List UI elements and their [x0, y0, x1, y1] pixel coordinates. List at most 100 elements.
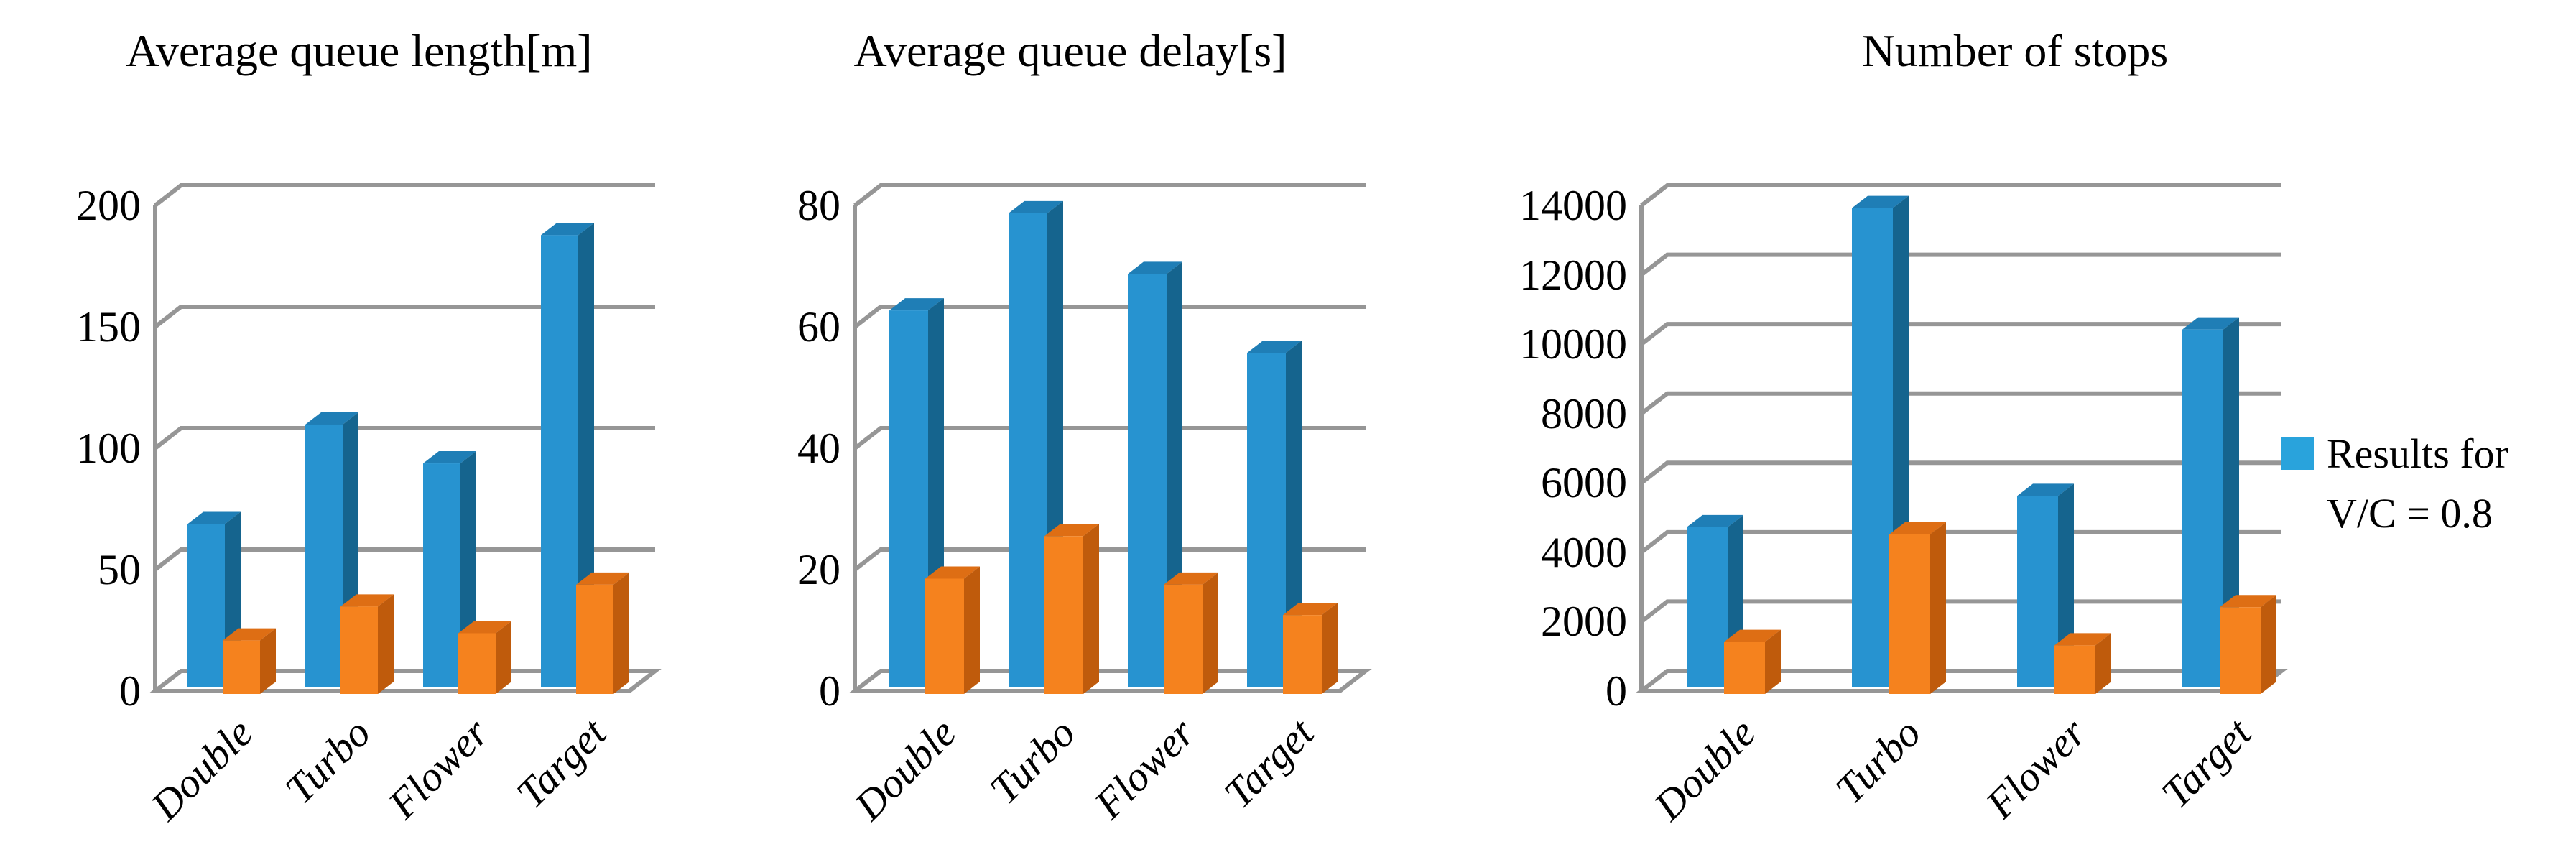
- number-of-stops-bar-series2-target-side-face: [2261, 595, 2276, 694]
- average-queue-delay-gridline-40: [853, 426, 1366, 450]
- number-of-stops-gridline-4000: [1640, 529, 2281, 555]
- average-queue-length-gridline-50: [154, 547, 655, 572]
- average-queue-delay-bar-series2-target-front-face: [1283, 615, 1322, 694]
- number-of-stops-bar-series2-double-front-face: [1724, 642, 1765, 694]
- average-queue-length-bar-series2-target-side-face: [613, 572, 629, 694]
- average-queue-delay-ytick-60: 60: [797, 303, 840, 351]
- average-queue-delay-bar-series2-double-side-face: [964, 566, 980, 694]
- average-queue-length-ytick-100: 100: [76, 425, 141, 472]
- number-of-stops-bar-series2-turbo-front-face: [1889, 534, 1930, 694]
- average-queue-delay-bar-series1-target-top-face: [1247, 341, 1302, 353]
- average-queue-delay-bar-series1-flower-front-face: [1128, 274, 1167, 687]
- average-queue-length-ytick-200: 200: [76, 182, 141, 229]
- average-queue-delay-ytick-40: 40: [797, 425, 840, 472]
- average-queue-delay-bar-series2-flower-front-face: [1164, 584, 1203, 694]
- number-of-stops-bar-series2-turbo-side-face: [1930, 522, 1946, 694]
- average-queue-length-bar-series2-double-top-face: [223, 628, 276, 641]
- average-queue-delay-bar-series2-turbo-side-face: [1083, 524, 1099, 694]
- average-queue-length-bar-series2-double-side-face: [260, 628, 276, 694]
- average-queue-delay-bar-series1-double-top-face: [889, 298, 944, 311]
- number-of-stops-xlabel-double: Double: [1644, 709, 1765, 829]
- average-queue-length-gridline-200: [154, 183, 655, 208]
- legend-label-line2: V/C = 0.8: [2327, 490, 2493, 537]
- average-queue-length-bar-series2-flower-top-face: [458, 621, 511, 634]
- number-of-stops-bar-series2-target-front-face: [2220, 607, 2261, 694]
- average-queue-delay-bar-series1-target-side-face: [1286, 341, 1302, 687]
- number-of-stops-bar-series2-double-side-face: [1765, 629, 1781, 694]
- number-of-stops-floor: [1635, 669, 2288, 693]
- average-queue-delay-title: Average queue delay[s]: [853, 25, 1287, 76]
- number-of-stops-bar-series2-flower-front-face: [2054, 645, 2095, 694]
- number-of-stops-ytick-8000: 8000: [1541, 389, 1627, 437]
- number-of-stops-bar-series1-target-side-face: [2223, 317, 2239, 687]
- average-queue-delay-bar-series1-turbo-front-face: [1009, 213, 1047, 687]
- number-of-stops-gridline-12000: [1640, 252, 2281, 277]
- average-queue-length-bar-series1-target-top-face: [541, 223, 594, 236]
- average-queue-length-bar-series1-flower-front-face: [423, 463, 460, 687]
- average-queue-delay-bar-series1-target-front-face: [1247, 353, 1286, 687]
- number-of-stops-gridline-2000: [1640, 599, 2281, 624]
- average-queue-length-bar-series1-double-front-face: [187, 524, 225, 687]
- average-queue-length-title: Average queue length[m]: [126, 25, 593, 76]
- average-queue-delay-bar-series1-flower-top-face: [1128, 261, 1182, 274]
- number-of-stops-ytick-0: 0: [1606, 667, 1627, 715]
- chart-legend: Results for V/C = 0.8: [2281, 430, 2508, 537]
- average-queue-delay-bar-series2-target-top-face: [1283, 603, 1338, 616]
- number-of-stops-ytick-2000: 2000: [1541, 598, 1627, 646]
- number-of-stops-ytick-12000: 12000: [1519, 251, 1627, 299]
- average-queue-length-bar-series2-double-front-face: [223, 640, 260, 694]
- average-queue-length-bar-series1-turbo-front-face: [305, 424, 343, 687]
- average-queue-delay-gridline-60: [853, 305, 1366, 329]
- average-queue-delay-ytick-0: 0: [819, 667, 840, 715]
- average-queue-length-ytick-50: 50: [98, 546, 141, 593]
- number-of-stops-bar-series1-turbo-top-face: [1852, 195, 1909, 208]
- number-of-stops-bar-series1-target-front-face: [2182, 329, 2223, 687]
- number-of-stops-bar-series2-double-top-face: [1724, 629, 1781, 642]
- number-of-stops-bar-series1-flower-front-face: [2017, 496, 2058, 687]
- average-queue-length-bar-series2-turbo-front-face: [340, 606, 378, 694]
- number-of-stops-bar-series1-double-front-face: [1687, 527, 1728, 687]
- average-queue-delay-bar-series2-turbo-front-face: [1044, 536, 1083, 694]
- number-of-stops-bar-series1-flower-top-face: [2017, 483, 2074, 496]
- average-queue-length-bar-series1-target-front-face: [541, 235, 578, 687]
- average-queue-length-bar-series2-turbo-side-face: [378, 594, 394, 694]
- average-queue-delay-bar-series2-flower-side-face: [1203, 572, 1218, 694]
- number-of-stops-bar-series2-turbo-top-face: [1889, 522, 1946, 534]
- number-of-stops-xlabel-target: Target: [2152, 709, 2261, 818]
- average-queue-delay-bar-series1-double-front-face: [889, 310, 928, 687]
- number-of-stops-ytick-14000: 14000: [1519, 182, 1627, 229]
- average-queue-delay-gridline-80: [853, 183, 1366, 208]
- average-queue-length-gridline-150: [154, 305, 655, 329]
- average-queue-length-bar-series2-flower-front-face: [458, 633, 496, 694]
- average-queue-length-ytick-0: 0: [119, 667, 141, 715]
- number-of-stops-title: Number of stops: [1861, 25, 2169, 76]
- number-of-stops-bar-series1-double-top-face: [1687, 514, 1743, 527]
- legend-label-line1: Results for: [2327, 430, 2508, 477]
- average-queue-length-bar-series1-flower-top-face: [423, 451, 476, 464]
- average-queue-delay-ytick-80: 80: [797, 182, 840, 229]
- average-queue-length-bar-series2-target-front-face: [576, 584, 613, 694]
- average-queue-length-bar-series2-target-top-face: [576, 572, 629, 585]
- number-of-stops-bar-series2-target-top-face: [2220, 595, 2276, 608]
- average-queue-length-bar-series1-turbo-top-face: [305, 412, 358, 425]
- number-of-stops-ytick-4000: 4000: [1541, 528, 1627, 576]
- number-of-stops-gridline-8000: [1640, 391, 2281, 416]
- average-queue-length-bar-series1-target-side-face: [578, 223, 594, 687]
- average-queue-length-bar-series2-turbo-top-face: [340, 594, 394, 607]
- number-of-stops-gridline-6000: [1640, 460, 2281, 485]
- legend-marker-blue: [2281, 437, 2314, 470]
- average-queue-delay-bar-series2-double-top-face: [925, 566, 980, 579]
- average-queue-length-bar-series2-flower-side-face: [496, 621, 511, 694]
- average-queue-delay-bar-series1-turbo-top-face: [1009, 200, 1063, 213]
- average-queue-delay-bar-series2-flower-top-face: [1164, 572, 1218, 585]
- number-of-stops-bar-series1-target-top-face: [2182, 317, 2239, 330]
- number-of-stops-gridline-10000: [1640, 322, 2281, 346]
- average-queue-length-ytick-150: 150: [76, 303, 141, 351]
- average-queue-delay-bar-series2-double-front-face: [925, 578, 964, 694]
- number-of-stops-xlabel-flower: Flower: [1976, 709, 2095, 828]
- number-of-stops-bar-series2-flower-side-face: [2095, 633, 2111, 694]
- legend-entry: Results for: [2281, 430, 2508, 478]
